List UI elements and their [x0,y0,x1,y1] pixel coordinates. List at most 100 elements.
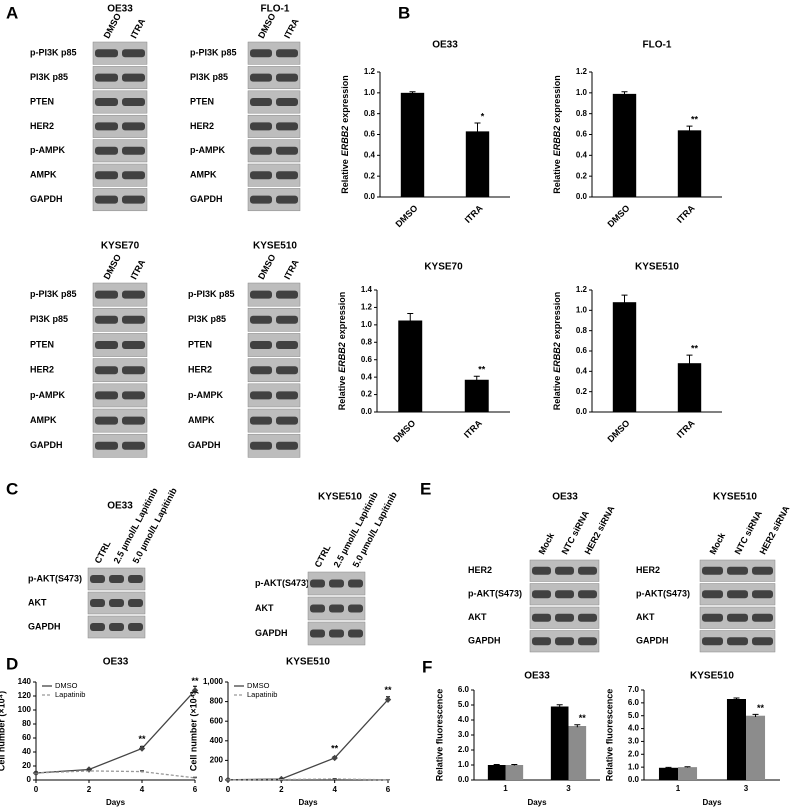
blot-title: OE33 [107,4,133,15]
blot-band [727,566,748,575]
y-tick-label: 0.2 [361,390,373,399]
y-axis-label: Relative fluorescence [604,689,614,782]
row-label: GAPDH [636,636,669,646]
blot-band [90,575,105,583]
blot-band [555,566,574,575]
significance: ** [579,713,587,723]
chart-title: FLO-1 [643,40,672,51]
row-label: GAPDH [30,194,63,204]
blot-band [555,637,574,646]
x-tick-label: 6 [193,785,198,794]
bar [678,767,698,780]
y-tick-label: 0.0 [576,192,588,201]
point [331,754,338,762]
blot-band [702,637,723,646]
blot-band [752,590,773,599]
blot-band [348,629,363,638]
blot-strip [92,383,148,408]
blot-strip [92,282,148,307]
y-tick-label: 60 [22,733,31,742]
blot-strip [247,188,301,212]
x-tick-label: 0 [226,785,231,794]
blot-band [276,171,298,180]
y-tick-label: 0.8 [364,109,376,118]
row-label: p-AKT(S473) [636,589,690,599]
blot-strip [92,114,148,138]
blot-band [310,604,325,613]
blot-band [276,122,298,131]
row-label: PI3K p85 [30,72,68,82]
row-label: HER2 [636,565,660,575]
blot-strip [92,90,148,114]
error-bar [686,354,693,372]
significance: ** [757,703,765,713]
row-label: GAPDH [30,440,63,450]
blot-band [250,391,272,400]
blot-band [578,613,597,622]
y-tick-label: 0.0 [458,775,470,784]
y-label-part: ERBB2 [337,342,347,373]
chart-title: KYSE510 [635,262,679,273]
blot-band [752,613,773,622]
y-tick-label: 0.6 [576,130,588,139]
blot-band [122,290,145,299]
blot-band [578,566,597,575]
row-label: HER2 [188,365,212,375]
blot-band [95,366,118,375]
bar [658,767,678,780]
blot-band [276,49,298,58]
legend-label: DMSO [247,681,270,690]
blot-strip [92,163,148,187]
chart-title: KYSE510 [286,657,330,668]
row-label: p-PI3K p85 [188,289,235,299]
y-tick-label: 2.0 [628,749,640,758]
error-bar [621,294,628,310]
y-tick-label: 1.0 [628,762,640,771]
x-tick-label: 4 [140,785,145,794]
blot-band [95,195,118,204]
y-tick-label: 1.0 [361,320,373,329]
y-label-part: expression [552,292,562,340]
row-label: p-AMPK [30,145,65,155]
y-tick-label: 400 [210,736,224,745]
row-label: HER2 [190,121,214,131]
blot-band [310,629,325,638]
y-label-part: expression [340,75,350,123]
y-tick-label: 1.0 [576,88,588,97]
point [384,696,392,703]
blot-strip [92,358,148,383]
y-tick-label: 4.0 [628,724,640,733]
blot-strip [247,66,301,90]
y-tick-label: 0 [219,775,224,784]
x-tick-label: 0 [34,785,39,794]
bar [505,765,524,780]
blot-strip [247,90,301,114]
y-tick-label: 1.0 [364,88,376,97]
blot-band [276,98,298,106]
y-tick-label: 6.0 [458,685,470,694]
y-tick-label: 3.0 [628,737,640,746]
bar [677,363,702,412]
bar [726,699,746,780]
y-tick-label: 0.4 [576,150,588,159]
blot-strip [247,307,301,332]
blot-band [702,590,723,599]
row-label: HER2 [30,365,54,375]
error-bar [409,91,416,94]
blot-band [250,290,272,299]
bar [746,715,766,780]
blot-band [250,49,272,58]
blot-band [250,122,272,131]
blot-band [727,613,748,622]
blot-band [250,341,272,349]
error-bar [684,766,691,768]
blot-strip [247,433,301,458]
blot-band [95,341,118,349]
y-tick-label: 0.6 [364,130,376,139]
y-tick-label: 0.0 [576,407,588,416]
blot-band [329,604,344,613]
bar [398,320,423,412]
row-label: p-AKT(S473) [468,589,522,599]
y-tick-label: 0.8 [576,326,588,335]
blot-strip [247,163,301,187]
